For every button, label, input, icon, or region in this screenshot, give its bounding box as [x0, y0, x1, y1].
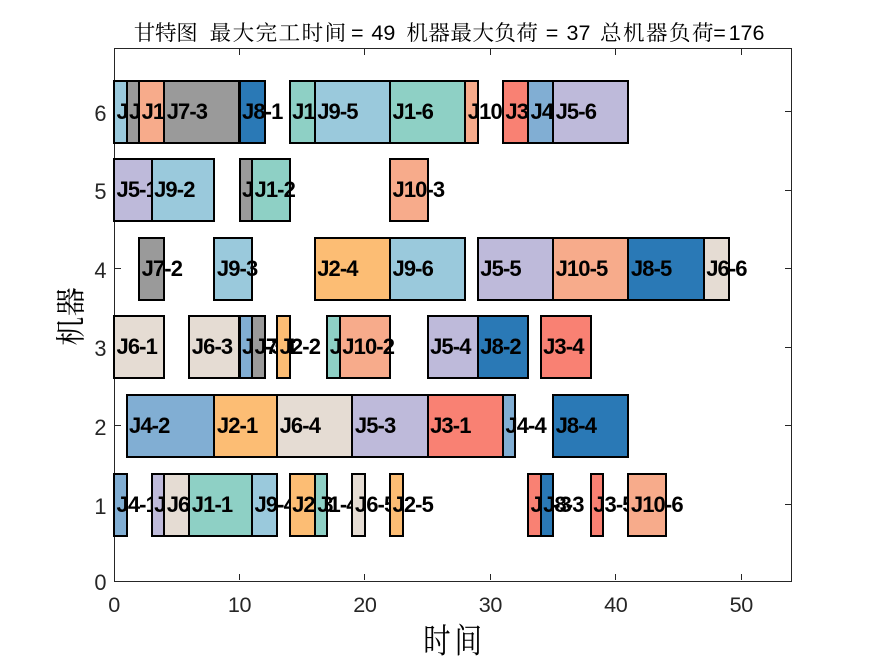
svg-text:37: 37 — [567, 21, 591, 45]
svg-text:176: 176 — [729, 21, 765, 45]
svg-text:=: = — [546, 21, 559, 45]
svg-text:=: = — [713, 21, 726, 45]
svg-text:49: 49 — [371, 21, 395, 45]
svg-text:=: = — [351, 21, 364, 45]
